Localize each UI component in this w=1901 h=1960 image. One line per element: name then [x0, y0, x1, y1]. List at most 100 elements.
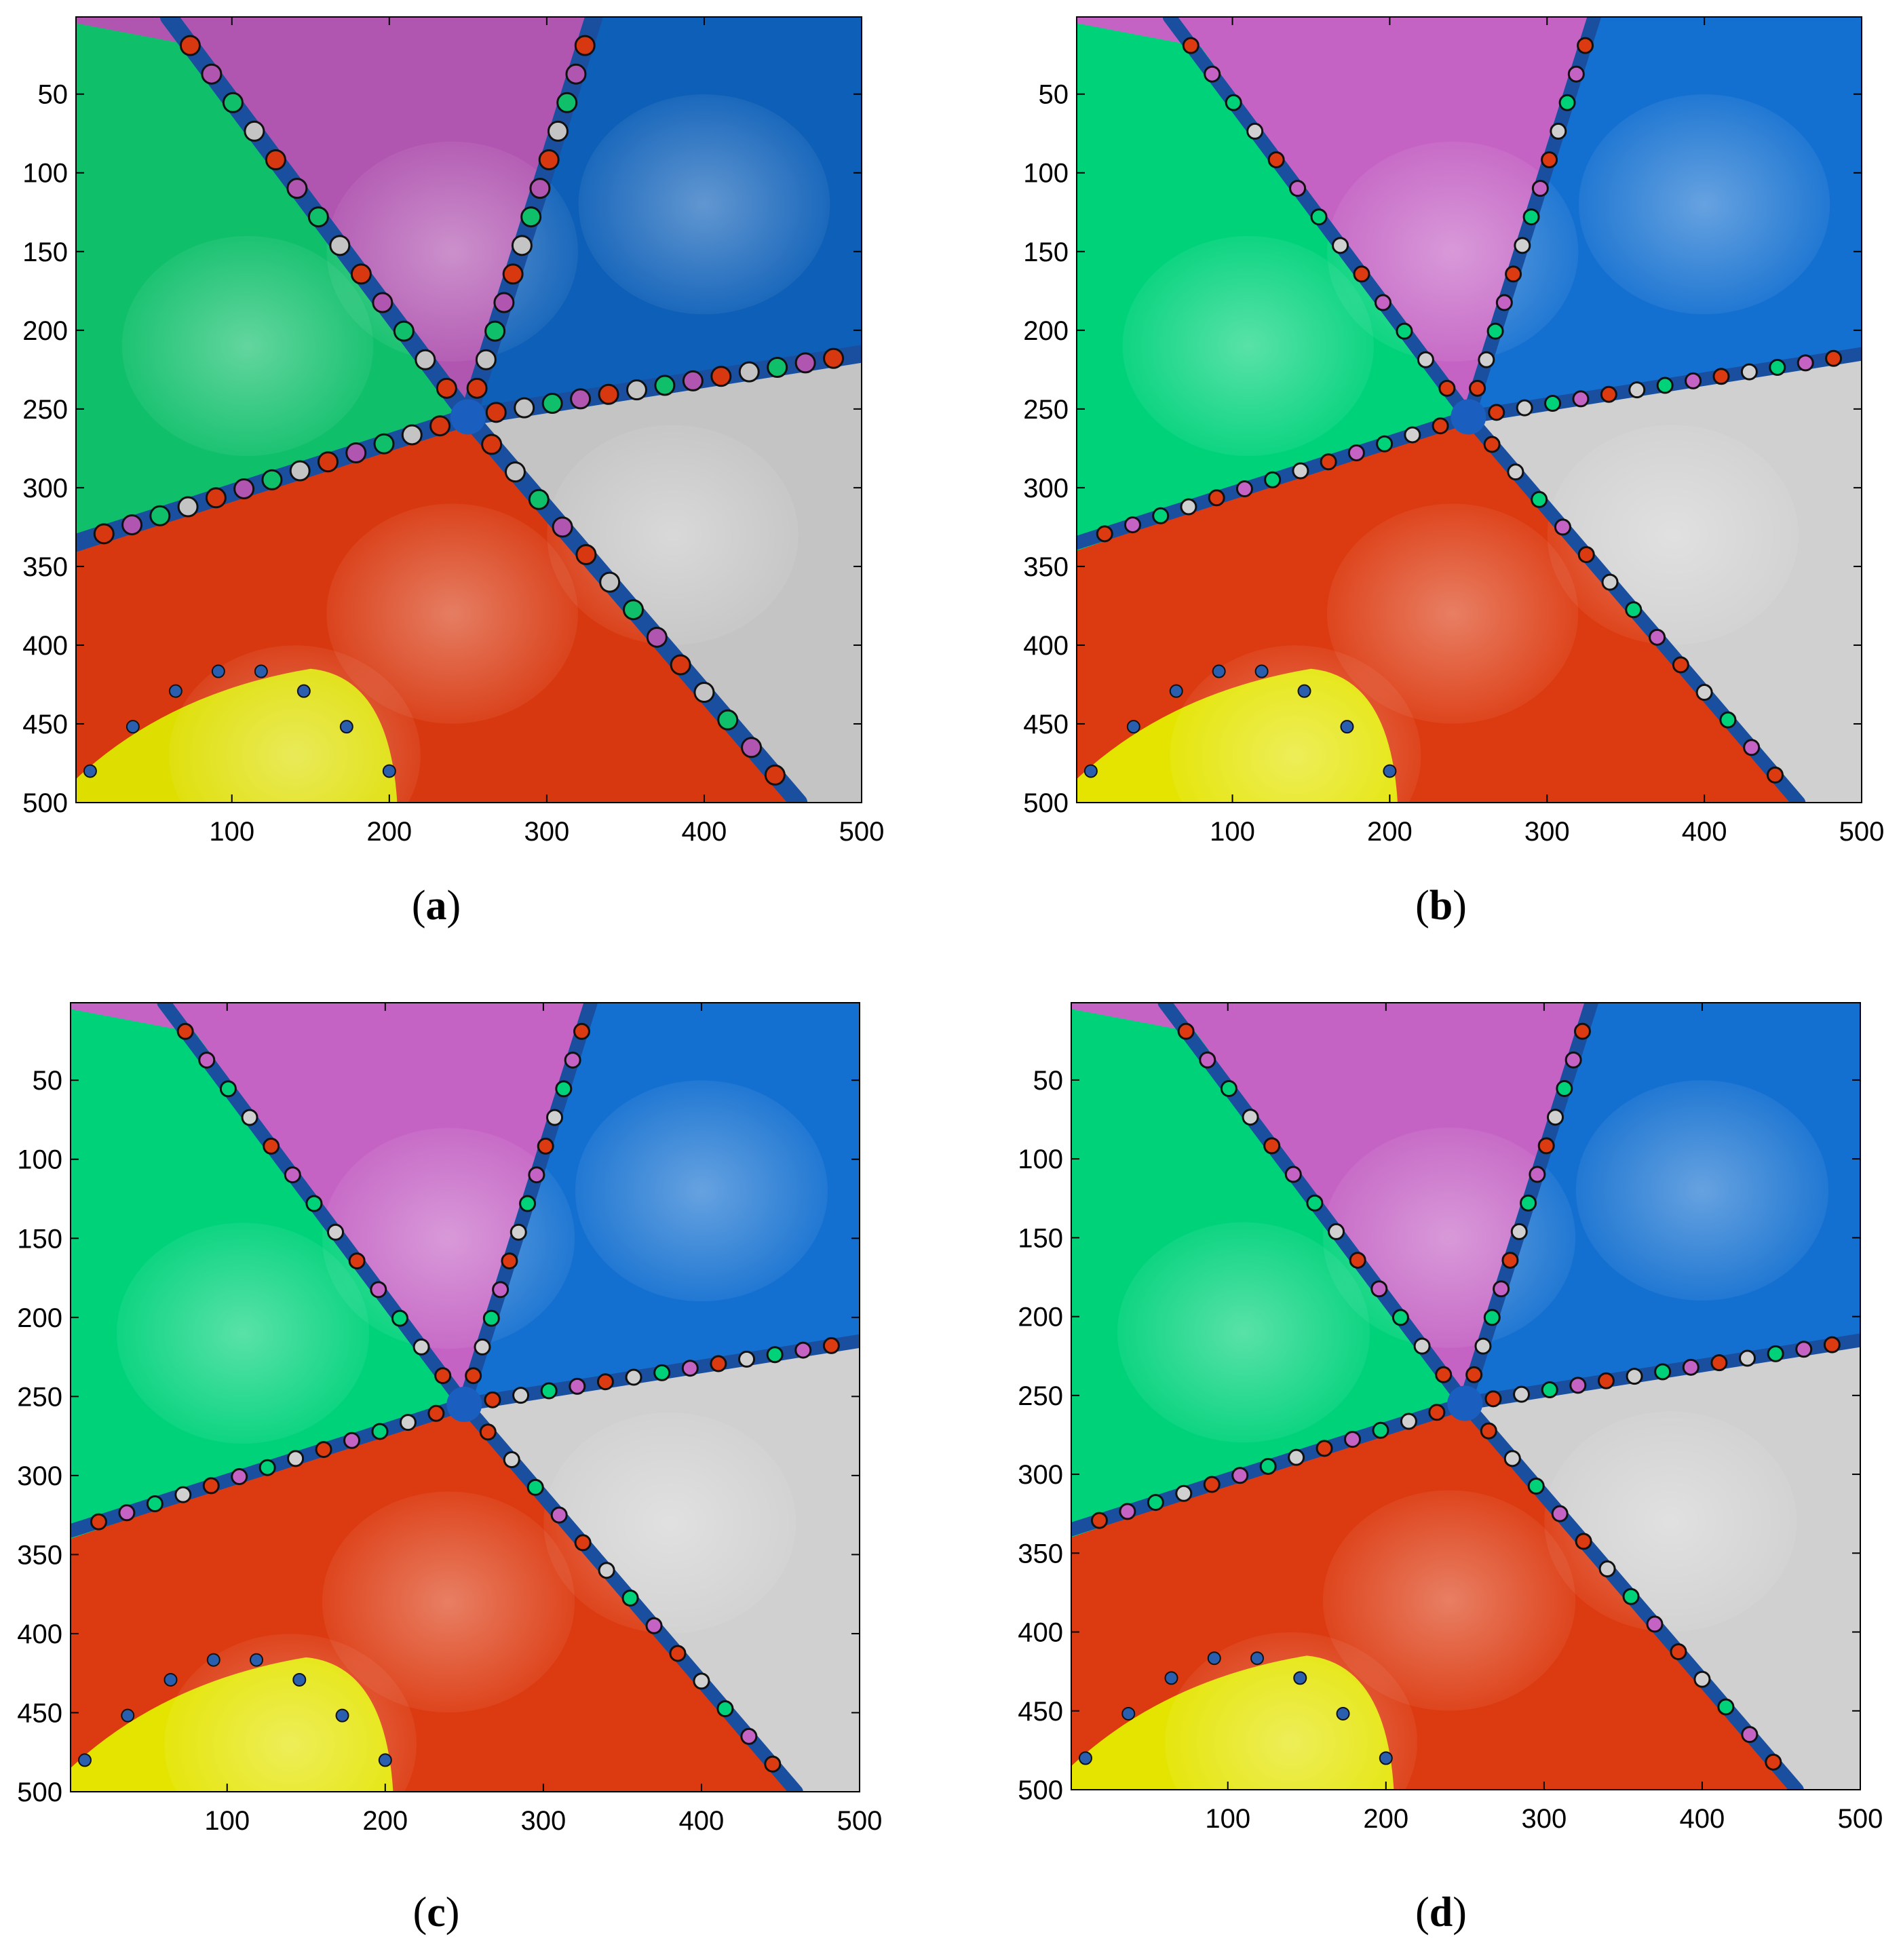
xtick-label-100-b: 100	[1210, 817, 1255, 847]
boundary-bead-4-4-d	[1344, 1431, 1362, 1448]
boundary-bead-2-13-b	[1825, 349, 1843, 367]
xtick-label-100-d: 100	[1205, 1804, 1250, 1834]
boundary-bead-1-12-d	[1564, 1051, 1582, 1069]
boundary-bead-1-13-a	[574, 35, 596, 56]
boundary-bead-1-1-d	[1465, 1366, 1483, 1383]
boundary-bead-1-2-d	[1474, 1337, 1492, 1355]
boundary-bead-4-13-b	[1096, 525, 1113, 543]
boundary-bead-2-3-a	[541, 393, 563, 415]
boundary-bead-1-4-c	[492, 1281, 510, 1299]
boundary-bead-1-7-a	[520, 206, 542, 228]
basin-glow-gray-b	[1547, 425, 1799, 645]
boundary-bead-3-2-d	[1503, 1450, 1521, 1467]
xtick-label-200-b: 200	[1367, 817, 1413, 847]
boundary-bead-4-2-d	[1400, 1413, 1417, 1430]
boundary-bead-2-1-b	[1488, 404, 1505, 421]
boundary-bead-0-7-b	[1310, 208, 1328, 226]
boundary-bead-0-11-d	[1220, 1080, 1237, 1098]
ytick-label-450-b: 450	[1023, 710, 1069, 739]
boundary-bead-2-6-a	[626, 379, 647, 401]
boundary-bead-2-5-c	[596, 1373, 614, 1391]
boundary-bead-0-9-d	[1263, 1137, 1281, 1155]
ytick-label-200-b: 200	[1023, 316, 1069, 346]
basin-glow-red-a	[326, 503, 578, 724]
boundary-bead-4-11-d	[1147, 1494, 1164, 1512]
basin-glow-gray-c	[543, 1412, 796, 1634]
boundary-bead-4-7-c	[258, 1459, 276, 1476]
boundary-bead-2-5-b	[1600, 385, 1617, 403]
center-star-b	[1451, 399, 1486, 435]
yellow-bead-4-d	[1250, 1651, 1265, 1666]
boundary-bead-4-11-c	[146, 1495, 164, 1512]
plot-frame-b	[1076, 16, 1862, 803]
boundary-bead-0-5-b	[1353, 265, 1370, 283]
basin-glow-yellow-b	[1170, 645, 1421, 803]
boundary-bead-0-6-b	[1332, 237, 1349, 254]
ytick-label-200-c: 200	[17, 1303, 62, 1333]
boundary-bead-2-4-d	[1569, 1377, 1587, 1394]
boundary-bead-0-12-d	[1199, 1051, 1216, 1069]
boundary-bead-0-6-a	[329, 235, 351, 256]
yellow-bead-2-d	[1164, 1671, 1178, 1685]
ytick-label-450-a: 450	[22, 710, 68, 739]
boundary-bead-3-10-a	[693, 682, 715, 704]
boundary-bead-2-7-b	[1656, 377, 1674, 394]
boundary-bead-0-1-a	[436, 377, 457, 399]
boundary-bead-2-11-b	[1769, 359, 1786, 377]
plot-frame-a	[75, 16, 862, 803]
xtick-label-200-c: 200	[362, 1806, 408, 1836]
basin-glow-blue-b	[1579, 94, 1830, 315]
boundary-bead-3-2-b	[1507, 463, 1524, 481]
boundary-bead-0-2-b	[1417, 351, 1434, 368]
boundary-bead-1-6-c	[510, 1223, 527, 1241]
boundary-bead-4-1-d	[1428, 1404, 1446, 1421]
yellow-bead-3-c	[206, 1653, 220, 1667]
boundary-bead-3-3-c	[526, 1478, 544, 1496]
boundary-bead-1-10-a	[547, 120, 569, 142]
boundary-bead-2-10-c	[738, 1350, 756, 1368]
boundary-bead-4-9-d	[1203, 1476, 1221, 1493]
basin-glow-green-c	[116, 1223, 370, 1444]
boundary-bead-4-3-b	[1376, 435, 1394, 453]
yellow-bead-7-b	[1383, 764, 1397, 778]
boundary-bead-1-9-a	[538, 149, 560, 171]
boundary-bead-1-13-c	[573, 1022, 590, 1040]
boundary-bead-3-8-d	[1646, 1615, 1664, 1633]
boundary-bead-4-5-c	[315, 1441, 332, 1459]
boundary-bead-2-10-b	[1740, 363, 1758, 381]
boundary-bead-0-13-d	[1177, 1022, 1195, 1040]
boundary-bead-2-12-b	[1797, 354, 1814, 372]
boundary-bead-3-13-a	[764, 764, 786, 786]
caption-c: (c)	[412, 1889, 460, 1936]
boundary-bead-2-2-a	[514, 397, 535, 419]
basin-glow-yellow-d	[1164, 1632, 1417, 1790]
chart-a: 100 200 300 400 500 50 100 150 200 250 300 350 400 45…	[22, 16, 884, 847]
boundary-bead-1-13-d	[1573, 1022, 1591, 1040]
heatmap-d	[1071, 1003, 1860, 1790]
xtick-label-400-b: 400	[1682, 817, 1727, 847]
yellow-bead-1-b	[1126, 720, 1140, 734]
boundary-bead-2-2-b	[1516, 399, 1533, 417]
yellow-bead-0-c	[77, 1753, 92, 1767]
boundary-bead-1-3-c	[482, 1309, 500, 1327]
xtick-label-300-b: 300	[1524, 817, 1570, 847]
caption-a: (a)	[411, 883, 461, 929]
boundary-bead-0-10-b	[1246, 122, 1264, 140]
boundary-bead-2-11-d	[1767, 1345, 1784, 1362]
boundary-bead-0-12-c	[198, 1052, 216, 1069]
boundary-bead-3-5-d	[1575, 1533, 1592, 1550]
heatmap-a	[76, 17, 862, 803]
boundary-bead-2-7-d	[1654, 1363, 1672, 1381]
boundary-bead-1-10-b	[1550, 122, 1567, 140]
boundary-bead-2-8-c	[681, 1360, 699, 1377]
boundary-bead-1-9-b	[1541, 151, 1558, 169]
boundary-bead-0-11-c	[219, 1080, 237, 1098]
boundary-bead-3-1-c	[479, 1423, 497, 1441]
boundary-bead-1-4-a	[493, 292, 515, 313]
boundary-bead-0-4-b	[1374, 294, 1391, 311]
yellow-bead-2-c	[164, 1672, 178, 1687]
boundary-bead-0-4-a	[372, 292, 393, 313]
basin-glow-blue-c	[575, 1080, 828, 1302]
yellow-bead-2-b	[1169, 684, 1183, 698]
boundary-bead-0-13-b	[1182, 37, 1199, 54]
